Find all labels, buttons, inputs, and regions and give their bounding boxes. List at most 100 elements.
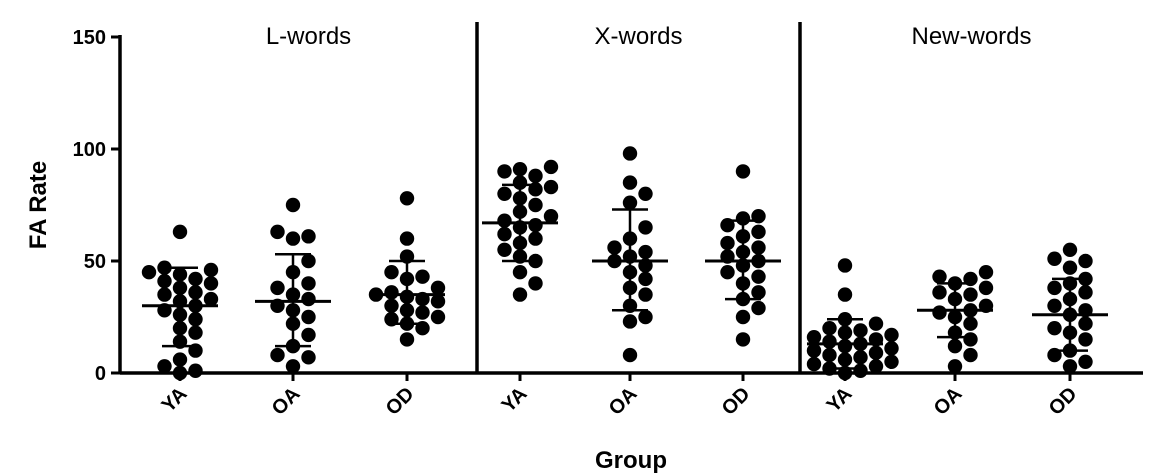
panel-label: L-words — [266, 23, 351, 50]
data-point — [638, 244, 653, 260]
data-point — [1047, 251, 1062, 266]
data-point — [157, 287, 172, 302]
x-tick-label: YA — [823, 383, 857, 417]
data-point — [751, 240, 766, 255]
data-point — [853, 350, 868, 365]
data-point — [1078, 285, 1093, 300]
data-point — [188, 285, 203, 300]
data-point — [497, 186, 512, 201]
data-point — [384, 285, 399, 300]
data-point — [528, 276, 543, 291]
data-point — [384, 265, 399, 280]
data-point — [822, 321, 837, 336]
data-point — [497, 242, 512, 257]
data-point — [270, 224, 285, 240]
data-point — [853, 363, 868, 378]
data-point — [384, 298, 399, 313]
data-point — [837, 287, 853, 302]
data-point — [543, 159, 559, 175]
y-tick-label: 0 — [95, 363, 106, 385]
data-point — [822, 347, 837, 363]
data-point — [270, 280, 285, 296]
data-point — [543, 179, 559, 195]
data-point — [963, 287, 978, 302]
data-point — [399, 191, 415, 206]
data-point — [188, 271, 203, 287]
data-point — [638, 220, 653, 235]
data-point — [638, 287, 653, 302]
panel-label: New-words — [911, 23, 1031, 50]
data-point — [543, 209, 559, 224]
data-point — [607, 240, 622, 255]
axes-layer: 0 50 100 150 — [73, 22, 1143, 385]
data-point — [932, 269, 947, 284]
data-point — [512, 265, 528, 280]
data-point — [751, 224, 766, 240]
data-point — [884, 354, 899, 369]
data-point — [270, 347, 285, 363]
data-point — [735, 164, 751, 179]
data-point — [822, 334, 837, 349]
data-point — [285, 197, 301, 213]
data-point — [172, 224, 188, 240]
data-point — [157, 359, 172, 374]
x-axis-title: Group — [595, 447, 667, 474]
data-point — [735, 211, 751, 226]
data-point — [512, 161, 528, 177]
data-point — [172, 352, 188, 367]
data-point — [622, 175, 638, 190]
data-point — [1078, 332, 1093, 347]
data-point — [188, 325, 203, 340]
data-point — [188, 363, 203, 378]
data-point — [203, 262, 219, 278]
y-tick-label: 100 — [73, 139, 106, 161]
data-point — [301, 309, 316, 325]
data-point — [884, 341, 899, 356]
data-point — [947, 359, 963, 374]
data-point — [947, 338, 963, 354]
data-point — [622, 195, 638, 210]
data-point — [157, 273, 172, 289]
data-point — [203, 291, 219, 307]
data-point — [512, 287, 528, 302]
data-point — [622, 347, 638, 363]
data-point — [528, 231, 543, 246]
data-point — [1078, 316, 1093, 331]
data-point — [720, 235, 735, 251]
data-point — [622, 314, 638, 329]
data-point — [978, 265, 994, 280]
data-point — [430, 309, 446, 325]
data-point — [415, 269, 430, 284]
data-point — [430, 294, 446, 309]
data-point — [301, 229, 316, 244]
data-layer: L-words YA OA OD X-words YA OA OD New-words YA OA O… — [141, 23, 1108, 420]
data-point — [837, 258, 853, 273]
data-point — [868, 345, 884, 361]
x-tick-label: OD — [1045, 383, 1082, 420]
data-point — [751, 300, 766, 316]
data-point — [638, 186, 653, 201]
y-axis-title: FA Rate — [25, 161, 52, 249]
data-point — [497, 226, 512, 242]
data-point — [751, 269, 766, 284]
data-point — [932, 285, 947, 300]
data-point — [1062, 359, 1078, 374]
data-point — [528, 197, 543, 213]
x-tick-label: OD — [718, 383, 755, 420]
data-point — [884, 327, 899, 343]
data-point — [203, 276, 219, 291]
data-point — [868, 359, 884, 374]
data-point — [868, 316, 884, 331]
data-point — [735, 332, 751, 347]
data-point — [720, 265, 735, 280]
data-point — [1047, 298, 1062, 313]
y-tick-label: 150 — [73, 27, 106, 49]
data-point — [735, 309, 751, 325]
data-point — [285, 231, 301, 246]
data-point — [932, 305, 947, 320]
data-point — [751, 285, 766, 300]
x-tick-label: OA — [268, 383, 305, 420]
data-point — [1078, 253, 1093, 269]
data-point — [301, 253, 316, 269]
data-point — [141, 265, 157, 280]
